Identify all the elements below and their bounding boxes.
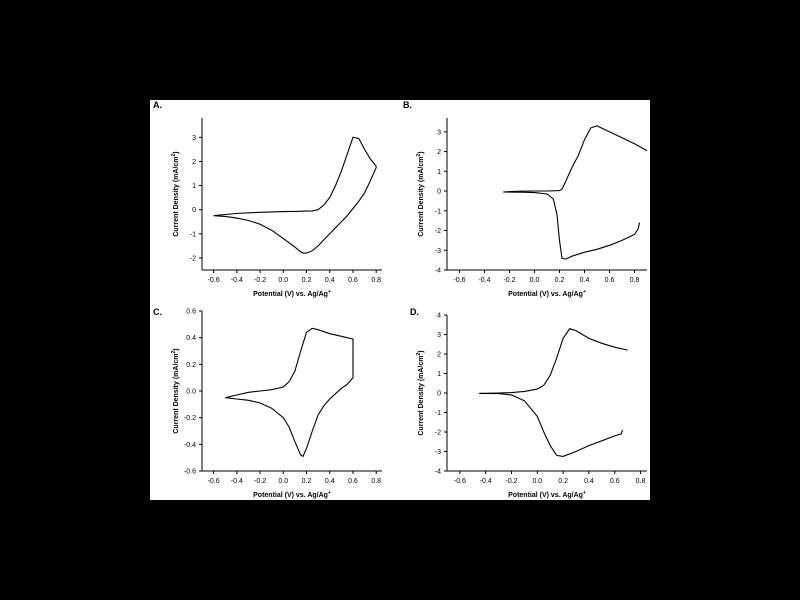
y-axis-label-superscript: 2 (171, 153, 177, 156)
panel-label: C. (153, 307, 162, 317)
panel-label: B. (403, 100, 412, 110)
y-tick-label: -3 (435, 248, 441, 255)
x-tick-label: 0.2 (555, 277, 565, 284)
y-tick-label: -2 (435, 430, 441, 437)
x-tick-label: 0.4 (580, 277, 590, 284)
figure-panel-grid: A. -0.6 -0.4 -0.2 0.0 0.2 0.4 0.6 0.8 -2 -1 0 1 2 3 Pot… (150, 100, 650, 500)
cv-curve (503, 125, 648, 193)
x-tick-label: -0.4 (231, 478, 243, 485)
y-tick-label: 2 (437, 149, 441, 156)
x-tick-label: 0.8 (371, 277, 381, 284)
y-tick-label: -1 (190, 231, 196, 238)
x-tick-label: -0.4 (478, 277, 490, 284)
x-tick-label: 0.6 (348, 277, 358, 284)
y-axis-label: Current Density (mA/cm2) (171, 151, 180, 236)
x-tick-label: 0.0 (278, 277, 288, 284)
y-axis-label: Current Density (mA/cm2) (171, 348, 180, 433)
x-tick-label: 0.4 (584, 478, 594, 485)
x-tick-label: 0.2 (558, 478, 568, 485)
x-axis-label-superscript: + (583, 289, 586, 295)
panel-label: A. (153, 100, 162, 110)
x-tick-label: 0.0 (530, 277, 540, 284)
x-tick-label: -0.6 (208, 277, 220, 284)
y-tick-label: -2 (190, 255, 196, 262)
x-axis-label-superscript: + (328, 490, 331, 496)
x-tick-label: -0.2 (254, 478, 266, 485)
x-axis-label: Potential (V) vs. Ag/Ag+ (508, 490, 586, 499)
x-tick-label: 0.8 (630, 277, 640, 284)
y-axis-label-tail: ) (418, 350, 425, 352)
y-axis-label: Current Density (mA/cm2) (416, 350, 425, 435)
x-tick-label: 0.6 (605, 277, 615, 284)
x-tick-label: 0.2 (302, 277, 312, 284)
y-tick-label: 0.2 (186, 362, 196, 369)
y-tick-label: 0.0 (186, 389, 196, 396)
x-tick-label: -0.6 (454, 478, 466, 485)
y-tick-label: -0.4 (184, 442, 196, 449)
y-tick-label: 1 (192, 183, 196, 190)
x-tick-label: 0.4 (325, 478, 335, 485)
y-tick-label: -0.2 (184, 415, 196, 422)
x-tick-label: -0.2 (254, 277, 266, 284)
x-tick-label: -0.6 (208, 478, 220, 485)
x-tick-label: 0.8 (636, 478, 646, 485)
y-tick-label: 0 (437, 189, 441, 196)
chart-panel-1: A. -0.6 -0.4 -0.2 0.0 0.2 0.4 0.6 0.8 -2 -1 0 1 2 3 Pot… (153, 100, 382, 298)
chart-panel-3: C. -0.6 -0.4 -0.2 0.0 0.2 0.4 0.6 0.8 -0.6 -0.4 -0.… (153, 307, 382, 499)
y-tick-label: 0.4 (186, 335, 196, 342)
x-tick-label: 0.6 (348, 478, 358, 485)
x-tick-label: 0.0 (278, 478, 288, 485)
chart-panel-2: B. -0.6 -0.4 -0.2 0.0 0.2 0.4 0.6 0.8 -4 -3 -2 -1 0 1 2… (403, 100, 648, 298)
x-axis-label-superscript: + (583, 490, 586, 496)
y-tick-label: 4 (437, 313, 441, 320)
y-tick-label: 3 (192, 135, 196, 142)
x-tick-label: 0.0 (532, 478, 542, 485)
y-axis-label-superscript: 2 (171, 350, 177, 353)
chart-panel-4: D. -0.6 -0.4 -0.2 0.0 0.2 0.4 0.6 0.8 -4 -3 -2 -1 0 1 2… (410, 307, 647, 499)
x-axis-label: Potential (V) vs. Ag/Ag+ (253, 289, 331, 298)
x-axis-label: Potential (V) vs. Ag/Ag+ (508, 289, 586, 298)
y-tick-label: -3 (435, 449, 441, 456)
y-tick-label: 3 (437, 129, 441, 136)
y-axis-label-tail: ) (173, 151, 180, 153)
cv-curve-reverse (479, 392, 624, 457)
x-axis-label-superscript: + (328, 289, 331, 295)
cv-curve (225, 327, 354, 458)
y-axis-label-tail: ) (418, 151, 425, 153)
x-tick-label: 0.8 (371, 478, 381, 485)
y-tick-label: 3 (437, 332, 441, 339)
y-tick-label: -4 (435, 268, 441, 275)
y-tick-label: -1 (435, 410, 441, 417)
x-axis-label: Potential (V) vs. Ag/Ag+ (253, 490, 331, 499)
y-axis-label-tail: ) (173, 348, 180, 350)
y-tick-label: 2 (192, 159, 196, 166)
y-tick-label: 1 (437, 371, 441, 378)
cv-curve (213, 136, 377, 254)
y-tick-label: 0 (192, 207, 196, 214)
cyclic-voltammogram-figure: A. -0.6 -0.4 -0.2 0.0 0.2 0.4 0.6 0.8 -2 -1 0 1 2 3 Pot… (153, 100, 648, 499)
x-tick-label: -0.2 (505, 478, 517, 485)
x-tick-label: 0.2 (302, 478, 312, 485)
y-tick-label: 0.6 (186, 309, 196, 316)
x-tick-label: 0.6 (610, 478, 620, 485)
x-tick-label: 0.4 (325, 277, 335, 284)
cv-curve-reverse (503, 191, 641, 260)
x-tick-label: -0.6 (453, 277, 465, 284)
y-axis-label-superscript: 2 (416, 352, 422, 355)
panel-label: D. (410, 307, 419, 317)
y-tick-label: -0.6 (184, 469, 196, 476)
y-tick-label: -2 (435, 228, 441, 235)
y-tick-label: 0 (437, 391, 441, 398)
y-tick-label: 2 (437, 352, 441, 359)
x-tick-label: -0.4 (480, 478, 492, 485)
y-axis-label: Current Density (mA/cm2) (416, 151, 425, 236)
y-tick-label: 1 (437, 169, 441, 176)
y-axis-label-superscript: 2 (416, 153, 422, 156)
cv-curve (479, 328, 628, 394)
x-tick-label: -0.2 (503, 277, 515, 284)
y-tick-label: -4 (435, 469, 441, 476)
x-tick-label: -0.4 (231, 277, 243, 284)
y-tick-label: -1 (435, 208, 441, 215)
